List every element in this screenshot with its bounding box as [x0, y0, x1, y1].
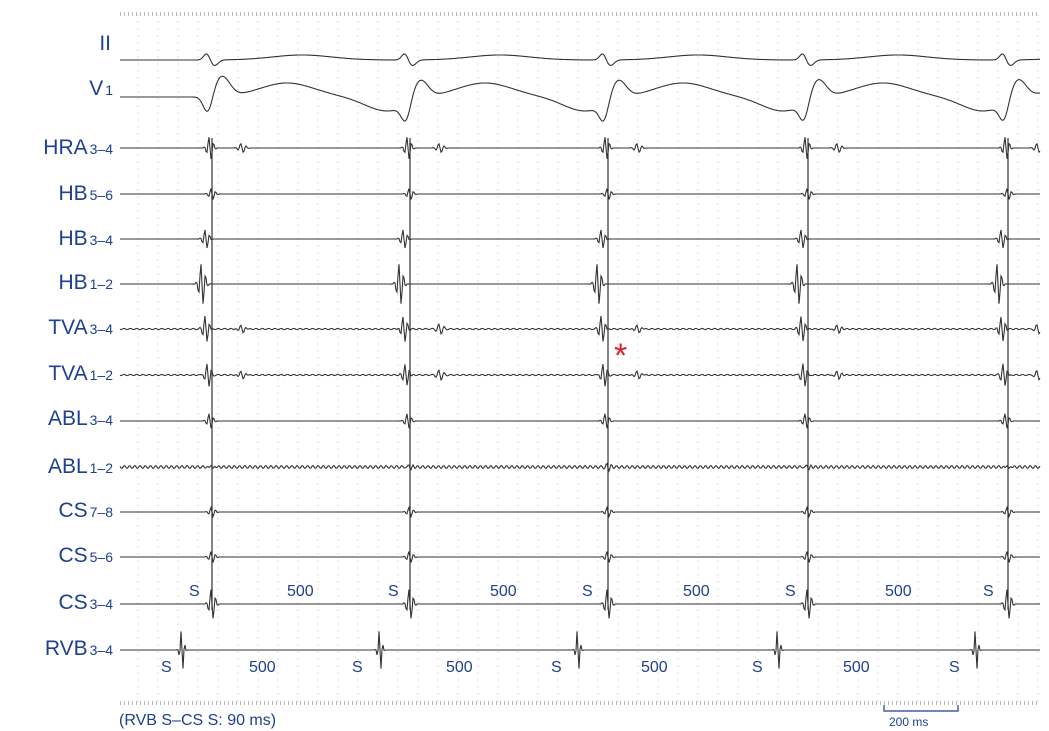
- trace-hb-3-4: [120, 229, 1040, 249]
- trace-abl-1-2: [119, 462, 1041, 473]
- trace-hb-1-2: [120, 264, 1040, 304]
- lead-label-hb-3-4: HB 3–4: [58, 227, 113, 250]
- trace-tva-3-4: [119, 315, 1041, 342]
- lead-label-hra-3-4: HRA 3–4: [43, 136, 113, 159]
- cs-cycle-length-label: 500: [490, 583, 517, 600]
- rvb-stim-label: S: [352, 659, 363, 676]
- lead-label-cs-7-8: CS 7–8: [58, 499, 113, 522]
- lead-label-abl-3-4: ABL 3–4: [47, 407, 113, 430]
- trace-rvb-3-4: [120, 631, 1040, 669]
- trace-abl-3-4: [120, 413, 1040, 429]
- lead-label-cs-5-6: CS 5–6: [58, 544, 113, 567]
- trace-cs-7-8: [120, 505, 1040, 519]
- rvb-stim-label: S: [161, 659, 172, 676]
- lead-label-rvb-3-4: RVB 3–4: [44, 637, 113, 660]
- lead-label-cs-3-4: CS 3–4: [58, 591, 113, 614]
- rvb-cycle-length-label: 500: [249, 659, 276, 676]
- lead-label-ii: II: [99, 32, 111, 55]
- cs-cycle-length-label: 500: [885, 583, 912, 600]
- scale-bar: [883, 705, 959, 712]
- figure-caption: (RVB S–CS S: 90 ms): [119, 712, 277, 729]
- rvb-cycle-length-label: 500: [843, 659, 870, 676]
- cs-stim-label: S: [582, 583, 593, 600]
- lead-label-abl-1-2: ABL 1–2: [47, 455, 113, 478]
- trace-tva-1-2: [119, 363, 1041, 387]
- trace-cs-5-6: [120, 551, 1040, 563]
- trace-ii: [120, 53, 1041, 66]
- lead-label-tva-1-2: TVA 1–2: [48, 362, 113, 385]
- cs-stim-label: S: [983, 583, 994, 600]
- cs-stim-label: S: [785, 583, 796, 600]
- cs-stim-label: S: [189, 583, 200, 600]
- cs-cycle-length-label: 500: [683, 583, 710, 600]
- rvb-stim-label: S: [949, 659, 960, 676]
- cs-cycle-length-label: 500: [287, 583, 314, 600]
- rvb-stim-label: S: [752, 659, 763, 676]
- trace-cs-3-4: [120, 589, 1040, 619]
- lead-label-hb-1-2: HB 1–2: [58, 271, 113, 294]
- rvb-cycle-length-label: 500: [641, 659, 668, 676]
- rvb-stim-label: S: [551, 659, 562, 676]
- trace-hra-3-4: [120, 137, 1041, 159]
- lead-label-hb-5-6: HB 5–6: [58, 182, 113, 205]
- lead-label-tva-3-4: TVA 3–4: [48, 316, 113, 339]
- asterisk-marker: *: [614, 337, 628, 375]
- trace-v1: [120, 75, 1041, 122]
- trace-hb-5-6: [120, 188, 1040, 200]
- cs-stim-label: S: [388, 583, 399, 600]
- scale-bar-label: 200 ms: [889, 715, 929, 729]
- rvb-cycle-length-label: 500: [446, 659, 473, 676]
